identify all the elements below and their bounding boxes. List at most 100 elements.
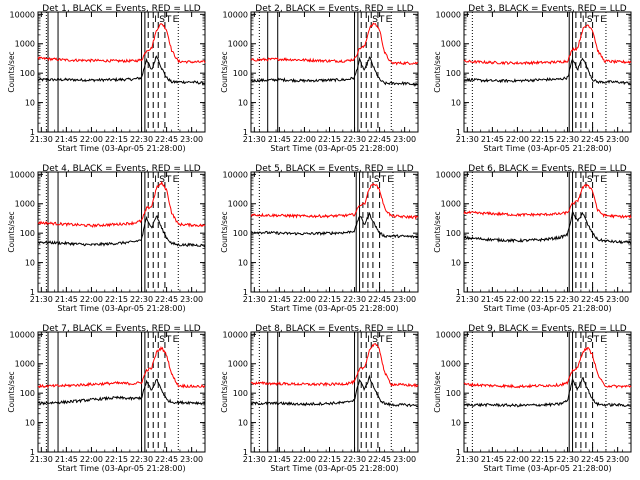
x-tick-label: 22:15 <box>318 455 341 464</box>
y-tick-label: 10 <box>238 419 248 428</box>
events-series-line <box>37 215 206 248</box>
events-series-line <box>250 56 419 87</box>
y-axis-label: Counts/sec <box>220 51 229 92</box>
y-tick-label: 10 <box>238 99 248 108</box>
x-axis-label: Start Time (03-Apr-05 21:28:00) <box>270 144 398 153</box>
phase-annotation: E <box>600 335 606 345</box>
phase-annotation: S <box>159 15 165 25</box>
phase-annotation: T <box>593 175 600 185</box>
chart-panel: Det 4, BLACK = Events, RED = LLD 1 10 100 10… <box>7 164 206 313</box>
phase-annotation: E <box>386 335 392 345</box>
y-tick-label: 1 <box>243 448 248 457</box>
chart-title: Det 9, BLACK = Events, RED = LLD <box>468 324 627 334</box>
y-tick-label: 1 <box>243 288 248 297</box>
plot-frame <box>250 11 419 133</box>
y-tick-label: 1000 <box>15 360 35 369</box>
x-tick-label: 22:15 <box>105 295 128 304</box>
x-tick-label: 22:45 <box>155 295 178 304</box>
lld-series-line <box>250 343 419 388</box>
y-tick-label: 10 <box>25 419 35 428</box>
y-tick-label: 100 <box>233 389 248 398</box>
x-tick-label: 22:45 <box>581 135 604 144</box>
phase-annotation: I <box>367 335 370 345</box>
y-axis-label: Counts/sec <box>7 211 16 252</box>
phase-annotation: I <box>582 335 585 345</box>
x-tick-label: 21:45 <box>481 135 504 144</box>
y-tick-label: 1000 <box>228 360 248 369</box>
y-axis-label: Counts/sec <box>7 371 16 412</box>
phase-annotation: S <box>372 335 378 345</box>
y-tick-label: 1 <box>456 288 461 297</box>
x-tick-label: 22:30 <box>556 295 579 304</box>
x-tick-label: 22:00 <box>506 295 529 304</box>
x-tick-label: 22:30 <box>556 135 579 144</box>
x-tick-label: 22:30 <box>343 295 366 304</box>
y-tick-label: 10 <box>451 419 461 428</box>
plot-frame <box>37 11 206 133</box>
chart-title: Det 2, BLACK = Events, RED = LLD <box>255 4 414 14</box>
y-tick-label: 10000 <box>436 170 461 179</box>
phase-annotation: S <box>372 15 378 25</box>
x-tick-label: 22:00 <box>293 295 316 304</box>
x-tick-label: 22:15 <box>105 135 128 144</box>
chart-title: Det 4, BLACK = Events, RED = LLD <box>42 164 201 174</box>
y-tick-label: 10 <box>25 99 35 108</box>
phase-annotation: S <box>587 15 593 25</box>
y-tick-label: 100 <box>20 389 35 398</box>
x-tick-label: 22:30 <box>130 455 153 464</box>
x-tick-label: 21:45 <box>268 455 291 464</box>
y-tick-label: 1000 <box>15 200 35 209</box>
x-tick-label: 23:00 <box>393 455 416 464</box>
chart-panel: Det 3, BLACK = Events, RED = LLD 1 10 100 10… <box>433 4 632 153</box>
chart-panel: Det 2, BLACK = Events, RED = LLD 1 10 100 10… <box>220 4 419 153</box>
y-tick-label: 1 <box>30 128 35 137</box>
y-tick-label: 1 <box>30 448 35 457</box>
chart-panel: Det 8, BLACK = Events, RED = LLD 1 10 100 10… <box>220 324 419 473</box>
x-axis-label: Start Time (03-Apr-05 21:28:00) <box>57 144 185 153</box>
phase-annotation: T <box>380 175 387 185</box>
y-tick-label: 10000 <box>223 10 248 19</box>
x-tick-label: 22:45 <box>155 135 178 144</box>
x-tick-label: 23:00 <box>606 135 629 144</box>
y-tick-label: 1000 <box>441 200 461 209</box>
x-tick-label: 22:15 <box>105 455 128 464</box>
y-tick-label: 1000 <box>228 40 248 49</box>
lld-series-line <box>463 346 632 389</box>
chart-title: Det 7, BLACK = Events, RED = LLD <box>42 324 201 334</box>
chart-panel: Det 5, BLACK = Events, RED = LLD 1 10 100 10… <box>220 164 419 313</box>
lld-series-line <box>250 22 419 66</box>
x-axis-label: Start Time (03-Apr-05 21:28:00) <box>57 464 185 473</box>
phase-annotation: S <box>159 175 165 185</box>
x-tick-label: 22:15 <box>318 135 341 144</box>
x-tick-label: 22:15 <box>531 135 554 144</box>
x-tick-label: 21:30 <box>456 295 479 304</box>
x-tick-label: 21:30 <box>243 295 266 304</box>
x-tick-label: 22:00 <box>293 135 316 144</box>
chart-panel: Det 6, BLACK = Events, RED = LLD 1 10 100 10… <box>433 164 632 313</box>
chart-title: Det 3, BLACK = Events, RED = LLD <box>468 4 627 14</box>
y-tick-label: 100 <box>20 69 35 78</box>
events-series-line <box>38 378 206 406</box>
events-series-line <box>463 210 632 245</box>
y-tick-label: 1 <box>456 128 461 137</box>
x-tick-label: 23:00 <box>180 295 203 304</box>
phase-annotation: T <box>593 335 600 345</box>
x-axis-label: Start Time (03-Apr-05 21:28:00) <box>483 144 611 153</box>
x-tick-label: 22:45 <box>368 455 391 464</box>
y-axis-label: Counts/sec <box>433 211 442 252</box>
phase-annotation: S <box>587 175 593 185</box>
phase-annotation: E <box>173 15 179 25</box>
y-tick-label: 1000 <box>441 40 461 49</box>
x-tick-label: 21:30 <box>243 135 266 144</box>
phase-annotation: I <box>582 175 585 185</box>
x-tick-label: 21:30 <box>243 455 266 464</box>
x-tick-label: 23:00 <box>606 295 629 304</box>
y-tick-label: 10000 <box>10 10 35 19</box>
phase-annotation: E <box>173 335 179 345</box>
y-tick-label: 1000 <box>228 200 248 209</box>
plot-frame <box>37 171 206 293</box>
phase-annotation: E <box>386 15 392 25</box>
phase-annotation: T <box>165 15 172 25</box>
phase-annotation: I <box>154 335 157 345</box>
x-tick-label: 22:00 <box>506 455 529 464</box>
